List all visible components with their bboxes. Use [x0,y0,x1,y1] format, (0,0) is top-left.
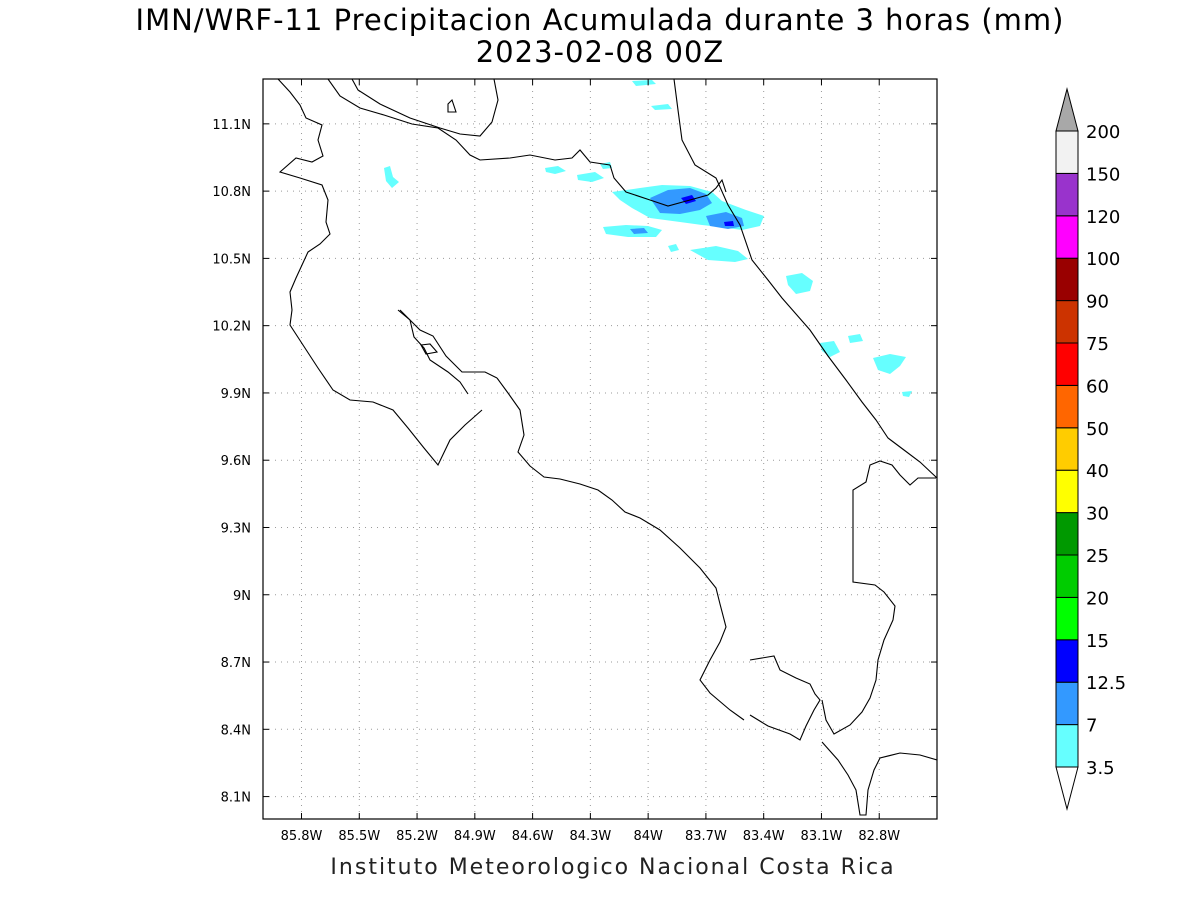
y-tick-label: 8.1N [221,791,251,806]
x-tick-label: 83.4W [743,829,785,844]
colorbar-level-label: 25 [1086,546,1109,567]
y-tick-label: 9.3N [221,521,251,536]
map-frame [262,78,938,820]
nicoya-inner-coast [399,309,498,379]
precip-patch-3.5mm [902,391,912,397]
y-tick-label: 9.9N [221,387,251,402]
san-juan-river [609,164,727,207]
y-tick-label: 10.8N [212,185,251,200]
colorbar-legend: 3.5 7 12.5 15 20 25 30 40 50 60 75 90 100 120 150 200 [1055,87,1126,811]
precip-patch-3.5mm [668,244,679,252]
lake-nicaragua-shore [351,79,499,137]
x-tick-label: 82.8W [858,829,900,844]
central-pacific-coast [496,377,745,721]
precip-patch-3.5mm [873,354,906,374]
colorbar-segment [1055,724,1079,768]
lat-lon-grid [263,79,937,819]
precip-patch-3.5mm [545,166,566,174]
chira-island [420,343,439,355]
colorbar-level-label: 15 [1086,631,1109,652]
y-tick-label: 11.1N [212,118,251,133]
precip-patch-3.5mm [577,172,604,182]
precip-patch-3.5mm [384,166,399,188]
precip-patch-3.5mm [632,80,656,86]
y-tick-label: 10.5N [212,252,251,267]
footer-institution: Instituto Meteorologico Nacional Costa R… [330,855,896,880]
y-tick-label: 8.7N [221,656,251,671]
colorbar-level-label: 40 [1086,461,1109,482]
colorbar-min-arrow [1055,766,1079,811]
colorbar-segment [1055,639,1079,683]
colorbar-level-label: 75 [1086,334,1109,355]
colorbar-segment [1055,681,1079,726]
colorbar-segment [1055,512,1079,556]
x-tick-label: 84W [633,829,663,844]
y-tick-label: 9N [233,589,251,604]
y-tick-label: 10.2N [212,320,251,335]
x-tick-label: 83.7W [685,829,727,844]
x-tick-label: 83.1W [801,829,843,844]
colorbar-segment [1055,300,1079,344]
colorbar-level-label: 30 [1086,504,1109,525]
colorbar-segment [1055,257,1079,302]
colorbar-segment [1055,596,1079,641]
precip-patch-7mm [650,188,712,214]
x-tick-label: 84.3W [569,829,611,844]
x-tick-label: 85.8W [281,829,323,844]
colorbar-segment [1055,384,1079,429]
colorbar-max-arrow [1055,87,1079,132]
x-tick-label: 85.2W [396,829,438,844]
precipitation-field [384,80,912,397]
x-tick-label: 84.6W [512,829,554,844]
colorbar-segment [1055,130,1079,174]
y-tick-label: 8.4N [221,723,251,738]
colorbar-level-label: 150 [1086,164,1120,185]
nicaragua-border [327,79,611,166]
axis-ticks: 85.8W 85.5W 85.2W 84.9W 84.6W 84.3W 84W 83.7W 83… [212,79,937,844]
colorbar-segment [1055,342,1079,386]
precip-patch-3.5mm [690,246,748,262]
colorbar-level-label: 100 [1086,249,1120,270]
precip-patch-3.5mm [820,341,840,357]
precip-patch-3.5mm [651,104,672,110]
colorbar-segment [1055,172,1079,217]
precip-patch-12.5mm [724,221,734,226]
caribbean-coast [673,79,937,479]
nicoya-gulf-coast [397,309,469,395]
pacific-coast-guanacaste [277,79,483,467]
colorbar-segment [1055,427,1079,471]
colorbar-segment [1055,469,1079,514]
precip-patch-3.5mm [786,273,813,294]
colorbar-level-label: 200 [1086,122,1120,143]
precip-patch-3.5mm [848,334,863,343]
map-subtitle-datetime: 2023-02-08 00Z [475,35,725,69]
colorbar-segment [1055,215,1079,259]
golfito-border [821,460,936,735]
small-island-north [447,98,457,113]
colorbar-level-label: 12.5 [1086,673,1126,694]
precip-patch-7mm [630,228,648,234]
map-title: IMN/WRF-11 Precipitacion Acumulada duran… [135,3,1065,37]
burica-peninsula [821,741,937,816]
colorbar-level-label: 20 [1086,588,1109,609]
x-tick-label: 84.9W [454,829,496,844]
colorbar-level-label: 50 [1086,419,1109,440]
colorbar-segment [1055,554,1079,598]
colorbar-level-label: 90 [1086,292,1109,313]
colorbar-level-label: 60 [1086,376,1109,397]
osa-peninsula-coast [749,655,821,741]
y-tick-label: 9.6N [221,454,251,469]
x-tick-label: 85.5W [338,829,380,844]
colorbar-level-label: 120 [1086,207,1120,228]
coastline-borders [277,79,937,816]
colorbar-level-label: 3.5 [1086,758,1115,779]
colorbar-level-label: 7 [1086,716,1097,737]
